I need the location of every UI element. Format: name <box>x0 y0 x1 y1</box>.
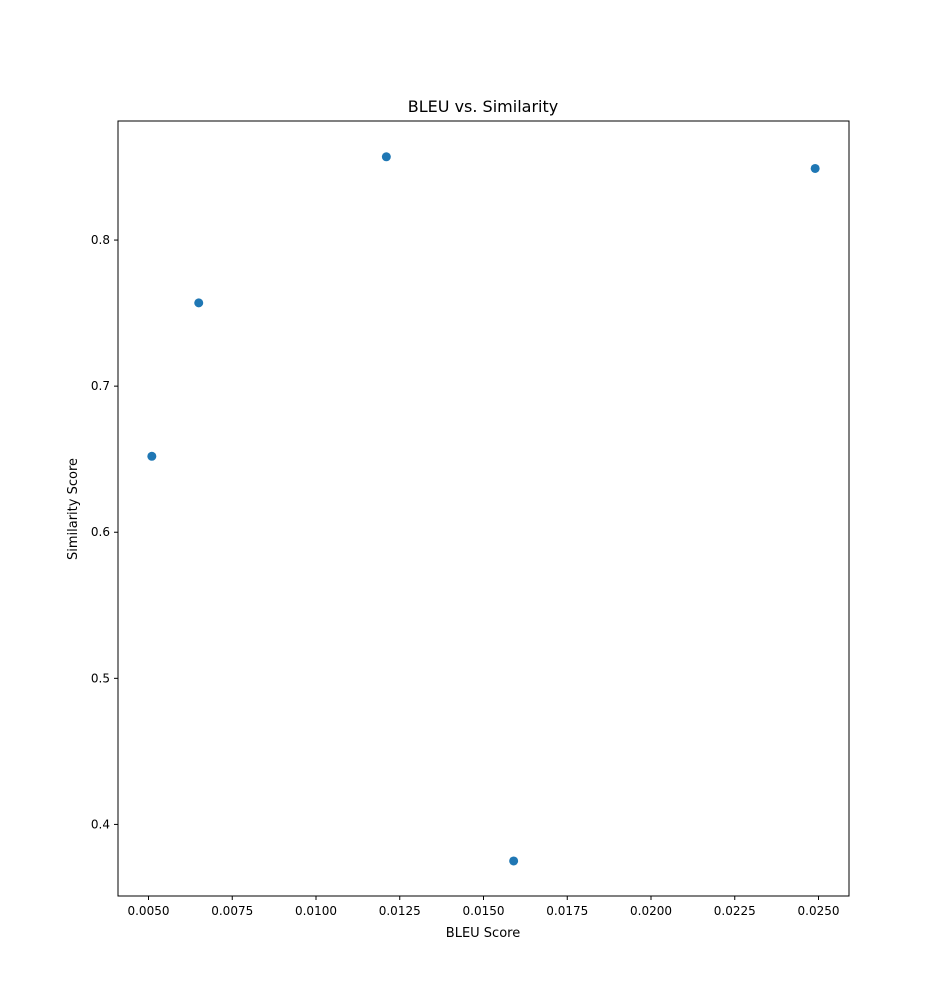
x-tick-label: 0.0225 <box>714 904 756 918</box>
data-point <box>810 163 820 173</box>
x-tick-label: 0.0050 <box>127 904 169 918</box>
y-axis: 0.4 0.5 0.6 0.7 0.8 <box>91 233 118 831</box>
y-axis-label: Similarity Score <box>66 458 81 560</box>
plot-area <box>117 120 850 897</box>
y-tick-label: 0.8 <box>91 233 110 247</box>
data-point <box>194 298 204 308</box>
x-axis-label: BLEU Score <box>446 926 520 941</box>
data-point <box>381 152 391 162</box>
y-tick-label: 0.4 <box>91 817 110 831</box>
plot-frame <box>117 120 850 897</box>
x-tick-label: 0.0125 <box>379 904 421 918</box>
y-tick-label: 0.5 <box>91 671 110 685</box>
chart-title: BLEU vs. Similarity <box>408 97 558 116</box>
y-tick-label: 0.7 <box>91 379 110 393</box>
x-axis: 0.0050 0.0075 0.0100 0.0125 0.0150 0.0175 0.02… <box>127 896 840 918</box>
x-tick-label: 0.0150 <box>463 904 505 918</box>
data-point <box>509 856 519 866</box>
data-point <box>147 451 157 461</box>
x-tick-label: 0.0075 <box>211 904 253 918</box>
x-tick-label: 0.0200 <box>630 904 672 918</box>
data-points <box>147 152 820 866</box>
x-tick-label: 0.0250 <box>798 904 840 918</box>
x-tick-label: 0.0175 <box>546 904 588 918</box>
x-tick-label: 0.0100 <box>295 904 337 918</box>
y-tick-label: 0.6 <box>91 525 110 539</box>
